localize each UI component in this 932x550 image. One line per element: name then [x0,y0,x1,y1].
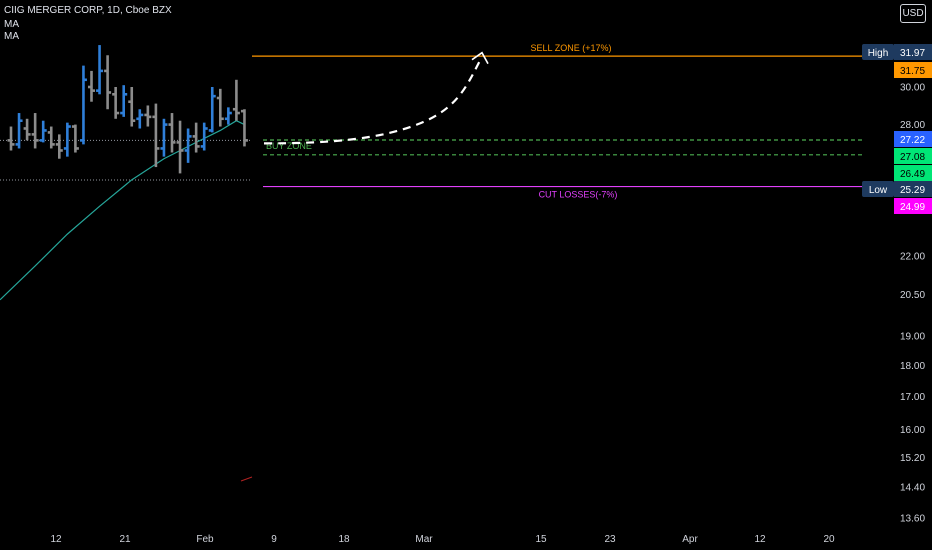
y-tick-label: 18.00 [900,361,925,372]
ohlc-bar[interactable] [7,126,15,151]
moving-average [0,120,245,301]
currency-button[interactable]: USD [900,4,926,23]
stray-segment [240,476,253,482]
level-label: BUY ZONE [266,141,312,151]
ohlc-bar[interactable] [224,107,232,125]
ohlc-bar[interactable] [23,118,31,141]
ohlc-bar[interactable] [184,128,192,163]
level-label: SELL ZONE (+17%) [531,43,612,53]
ohlc-bar[interactable] [120,85,128,117]
x-tick-label: Apr [682,534,698,545]
price-tag-value-bg [894,62,932,78]
x-axis[interactable]: 12 21 Feb 9 18 Mar 15 23 Apr 12 20 [50,534,835,545]
x-tick-label: 12 [754,534,766,545]
ohlc-bar[interactable] [192,122,200,153]
ohlc-bar[interactable] [39,120,47,143]
x-tick-label: 20 [823,534,835,545]
price-tag: Low 25.29 [862,181,932,197]
price-tag-value: 31.97 [900,48,925,59]
ohlc-bar[interactable] [176,120,184,174]
ohlc-bar[interactable] [88,70,95,102]
y-tick-label: 30.00 [900,83,925,94]
indicator-label-ma-2[interactable]: MA [4,31,19,42]
price-tag-value-bg [894,44,932,60]
ohlc-bar[interactable] [208,87,216,133]
y-axis[interactable]: 30.00 28.00 22.00 20.50 19.00 18.00 17.00 16.00… [900,83,925,525]
price-tag-value-bg [894,198,932,214]
ohlc-bar[interactable] [136,109,144,129]
price-tag-value-bg [894,165,932,181]
price-tag-value: 27.08 [900,152,925,163]
y-tick-label: 28.00 [900,120,925,131]
ohlc-bar[interactable] [96,45,104,95]
price-tag-value: 24.99 [900,202,925,213]
ohlc-bar[interactable] [55,134,63,159]
y-tick-label: 16.00 [900,425,925,436]
price-tag-label: High [868,48,889,59]
price-tag-value-bg [894,181,932,197]
ohlc-bar[interactable] [128,87,136,127]
y-tick-label: 14.40 [900,482,925,493]
level-label: CUT LOSSES(-7%) [539,190,618,200]
price-tag-label-bg [862,44,894,60]
ohlc-bar[interactable] [31,113,39,149]
price-tag: 26.49 [894,165,932,181]
price-tag-value: 27.22 [900,135,925,146]
ohlc-bar[interactable] [160,118,168,157]
ohlc-bar[interactable] [200,122,208,151]
ohlc-bar[interactable] [63,122,71,157]
x-tick-label: 21 [119,534,131,545]
y-tick-label: 17.00 [900,392,925,403]
price-tag: 31.75 [894,62,932,78]
price-tag: 24.99 [894,198,932,214]
x-tick-label: 23 [604,534,616,545]
ohlc-bar[interactable] [104,55,112,110]
x-tick-label: Mar [415,534,433,545]
ohlc-bar[interactable] [168,113,176,153]
x-tick-label: 18 [338,534,350,545]
price-tag-value-bg [894,131,932,147]
ohlc-bar[interactable] [15,113,23,149]
ohlc-bar[interactable] [144,105,152,127]
x-tick-label: 12 [50,534,62,545]
projection-arrowhead [471,51,489,65]
chart-title: CIIG MERGER CORP, 1D, Cboe BZX [4,5,172,16]
ohlc-bar[interactable] [232,79,240,121]
x-tick-label: 9 [271,534,277,545]
price-tag-value-bg [894,148,932,164]
price-tag: 27.08 [894,148,932,164]
y-tick-label: 15.20 [900,453,925,464]
projection-path [263,51,489,145]
x-tick-label: Feb [196,534,214,545]
ohlc-bar[interactable] [112,87,120,119]
price-tag-label: Low [869,185,888,196]
ma-line [0,120,245,301]
indicator-label-ma-1[interactable]: MA [4,19,19,30]
price-tag-value: 31.75 [900,66,925,77]
projection-curve [263,56,483,145]
ohlc-bar[interactable] [71,124,79,153]
y-tick-label: 20.50 [900,290,925,301]
ohlc-bar[interactable] [240,109,248,147]
price-tag: High 31.97 [862,44,932,60]
price-tag-value: 26.49 [900,169,925,180]
ohlc-bar[interactable] [216,88,224,127]
y-tick-label: 22.00 [900,251,925,262]
price-tag-value: 25.29 [900,185,925,196]
ohlc-bar[interactable] [79,65,87,145]
y-tick-label: 19.00 [900,331,925,342]
price-tags: High 31.97 31.75 27.22 27.08 26.49 Low 25.29 24.… [862,44,932,214]
ohlc-bars[interactable] [7,45,248,174]
ohlc-bar[interactable] [152,103,160,168]
price-tag: 27.22 [894,131,932,147]
reference-lines [0,139,252,181]
price-tag-label-bg [862,181,894,197]
y-tick-label: 13.60 [900,514,925,525]
x-tick-label: 15 [535,534,547,545]
level-lines: SELL ZONE (+17%) BUY ZONE CUT LOSSES(-7%) [252,43,862,200]
ohlc-bar[interactable] [47,126,55,149]
